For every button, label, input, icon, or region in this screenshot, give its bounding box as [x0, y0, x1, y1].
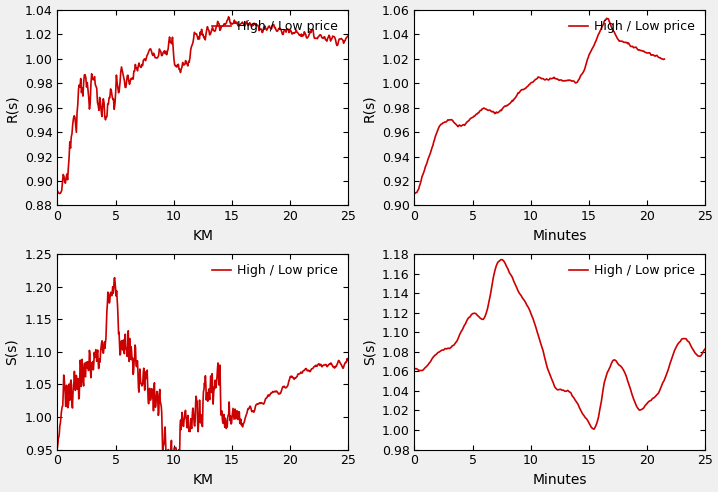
X-axis label: Minutes: Minutes [533, 473, 587, 487]
Legend: High / Low price: High / Low price [208, 16, 342, 37]
Legend: High / Low price: High / Low price [566, 260, 699, 281]
X-axis label: KM: KM [192, 473, 213, 487]
Legend: High / Low price: High / Low price [566, 16, 699, 37]
Y-axis label: S(s): S(s) [362, 338, 376, 365]
X-axis label: Minutes: Minutes [533, 229, 587, 243]
Y-axis label: R(s): R(s) [362, 94, 376, 122]
Y-axis label: R(s): R(s) [5, 94, 19, 122]
Legend: High / Low price: High / Low price [208, 260, 342, 281]
Y-axis label: S(s): S(s) [5, 338, 19, 365]
X-axis label: KM: KM [192, 229, 213, 243]
